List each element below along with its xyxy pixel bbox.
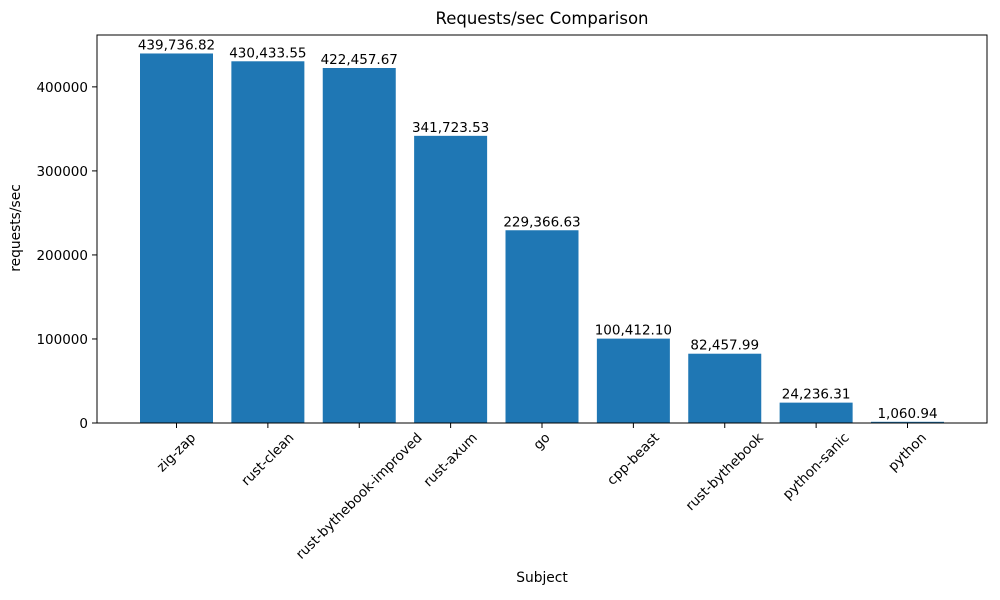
bar-value-label: 82,457.99 — [690, 338, 759, 354]
bar — [140, 53, 213, 423]
x-tick-label: go — [530, 430, 553, 453]
x-tick-label: rust-axum — [420, 430, 480, 490]
bar — [779, 402, 853, 423]
x-tick-label: rust-bythebook — [683, 430, 767, 514]
bar-value-label: 422,457.67 — [321, 52, 398, 68]
bar-value-label: 439,736.82 — [138, 37, 215, 53]
y-tick-label: 300000 — [36, 164, 88, 180]
bar-value-label: 100,412.10 — [595, 323, 672, 339]
bar-value-label: 229,366.63 — [503, 214, 580, 230]
bar-value-label: 1,060.94 — [877, 406, 937, 422]
x-tick-label: python-sanic — [780, 430, 853, 503]
x-tick-label: rust-clean — [238, 430, 297, 489]
bar-value-label: 341,723.53 — [412, 120, 489, 136]
y-tick-label: 0 — [79, 416, 88, 432]
plot-area: 0 100000 200000 300000 400000 zig-zap 439,736.… — [36, 34, 988, 563]
chart-title: Requests/sec Comparison — [435, 9, 648, 28]
bar — [322, 67, 396, 423]
x-tick-label: python — [885, 430, 930, 475]
y-tick-label: 100000 — [36, 332, 88, 348]
x-tick-label: zig-zap — [154, 430, 199, 475]
bar — [688, 353, 762, 423]
y-tick-label: 200000 — [36, 248, 88, 264]
x-axis-label: Subject — [516, 570, 568, 586]
bar-value-label: 430,433.55 — [229, 45, 306, 61]
bar-value-label: 24,236.31 — [782, 387, 851, 403]
y-axis-label: requests/sec — [8, 184, 24, 272]
y-tick-label: 400000 — [36, 80, 88, 96]
bar — [231, 61, 305, 423]
bar — [505, 230, 579, 423]
x-tick-label: rust-bythebook-improved — [293, 430, 426, 563]
bar — [414, 135, 488, 424]
x-tick-label: cpp-beast — [604, 430, 663, 489]
bar — [596, 338, 670, 423]
bar — [871, 421, 944, 423]
